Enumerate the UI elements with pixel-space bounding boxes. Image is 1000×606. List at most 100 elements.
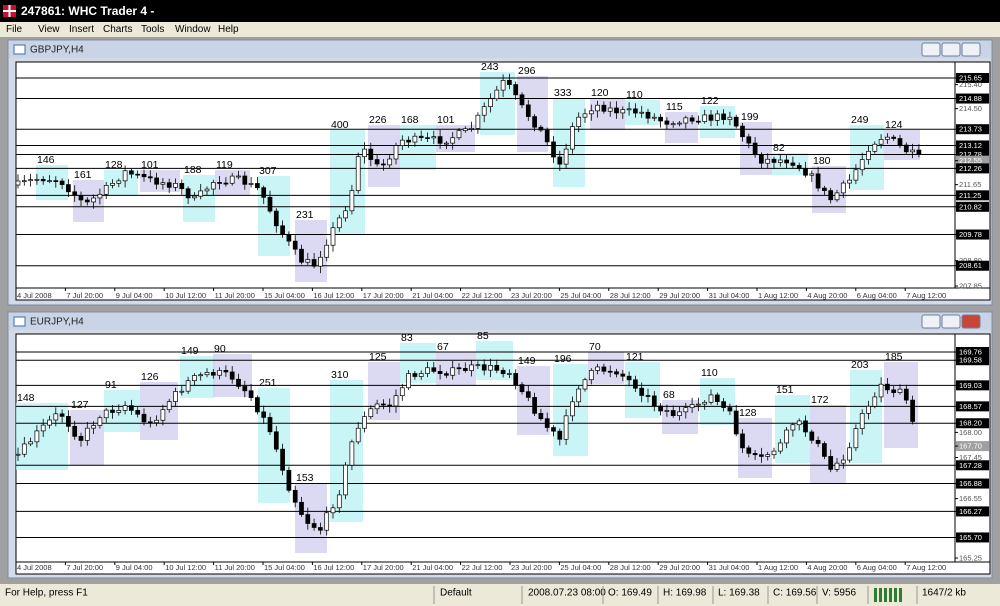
price-label: 210.82 [959, 202, 982, 211]
candle-body [204, 188, 210, 192]
zone-box [517, 76, 548, 152]
candle-body [406, 373, 411, 389]
candle-body [84, 199, 90, 203]
zone-label: 121 [626, 351, 644, 363]
zone-label: 307 [259, 165, 277, 177]
close-button[interactable] [961, 42, 981, 57]
candle-body [525, 104, 531, 117]
candle-body [828, 190, 834, 201]
candle-body [381, 163, 386, 166]
candle-body [784, 159, 789, 164]
candle-body [658, 405, 663, 412]
candle-body [34, 430, 40, 443]
candle-body [198, 374, 204, 377]
candle-body [866, 150, 871, 160]
menu-item[interactable]: View [38, 24, 60, 35]
menu-item[interactable]: Window [175, 24, 211, 35]
time-label: 7 Aug 12:00 [906, 291, 946, 300]
price-label-box [956, 478, 989, 489]
candle-body [790, 424, 796, 431]
zone-label: 119 [216, 159, 233, 171]
minimize-button[interactable] [921, 314, 941, 329]
minimize-button[interactable] [921, 42, 941, 57]
candle-body [752, 142, 758, 155]
price-label-box [956, 401, 989, 412]
candle-body [381, 403, 386, 406]
candle-body [236, 378, 241, 387]
candle-body [261, 411, 267, 418]
candle-body [229, 175, 235, 184]
time-label: 7 Jul 20:00 [66, 291, 103, 300]
candle-body [733, 410, 739, 435]
zone-label: 168 [401, 114, 419, 126]
candle-body [469, 364, 474, 371]
zone-label: 151 [776, 384, 794, 396]
candle-body [47, 180, 52, 182]
candle-body [456, 367, 462, 370]
candle-body [110, 409, 115, 413]
app-title: 247861: WHC Trader 4 - [21, 4, 154, 18]
zone-label: 124 [885, 119, 903, 131]
candle-body [462, 128, 468, 132]
candle-body [160, 182, 166, 185]
candle-body [790, 162, 796, 166]
zone-label: 153 [296, 472, 314, 484]
price-label-box [956, 355, 989, 366]
candle-body [362, 148, 367, 158]
candle-body [557, 430, 563, 440]
time-label: 6 Aug 04:00 [857, 563, 897, 572]
window-icon [13, 316, 26, 327]
candle-body [576, 388, 582, 403]
candle-body [494, 365, 500, 371]
candle-body [311, 259, 317, 267]
candle-body [299, 501, 304, 515]
menu-item[interactable]: Charts [103, 24, 132, 35]
candle-body [777, 442, 783, 452]
menu-item[interactable]: Insert [69, 24, 94, 35]
candle-body [204, 372, 210, 376]
price-label-box [956, 124, 989, 135]
time-label: 21 Jul 04:00 [412, 563, 453, 572]
menu-item[interactable]: Help [218, 24, 239, 35]
candle-body [840, 182, 846, 194]
candle-body [872, 396, 878, 407]
candle-body [210, 372, 216, 376]
zone-label: 333 [554, 87, 572, 99]
candle-body [179, 390, 185, 393]
connection-indicator [874, 588, 902, 602]
candle-body [66, 184, 71, 193]
time-label: 16 Jul 12:00 [313, 291, 354, 300]
price-label: 213.73 [959, 125, 982, 134]
time-label: 9 Jul 04:00 [116, 563, 153, 572]
candle-body [645, 395, 651, 397]
zone-label: 82 [773, 142, 785, 154]
candle-body [59, 413, 65, 417]
restore-button[interactable] [941, 42, 961, 57]
price-label-box [956, 140, 989, 151]
price-label-box [956, 190, 989, 201]
zone-label: 296 [518, 65, 536, 77]
time-label: 1 Aug 12:00 [758, 563, 798, 572]
close-button[interactable] [961, 314, 981, 329]
candle-body [456, 130, 462, 139]
candle-body [122, 405, 128, 411]
candle-body [538, 413, 544, 420]
candle-body [116, 180, 122, 184]
candle-body [822, 187, 827, 191]
restore-button[interactable] [941, 314, 961, 329]
price-label-box [956, 260, 989, 271]
candle-body [78, 435, 84, 441]
menu-item[interactable]: Tools [141, 24, 164, 35]
candle-body [721, 401, 726, 408]
status-open: O: 169.49 [608, 588, 652, 599]
candle-body [651, 116, 657, 119]
candle-body [822, 443, 827, 457]
candle-body [765, 454, 771, 457]
candle-body [702, 114, 708, 122]
price-label: 213.12 [959, 141, 982, 150]
price-label-box [956, 441, 989, 452]
candle-body [255, 183, 260, 189]
candle-body [746, 136, 752, 144]
menu-item[interactable]: File [6, 24, 23, 35]
price-label: 165.70 [959, 533, 982, 542]
